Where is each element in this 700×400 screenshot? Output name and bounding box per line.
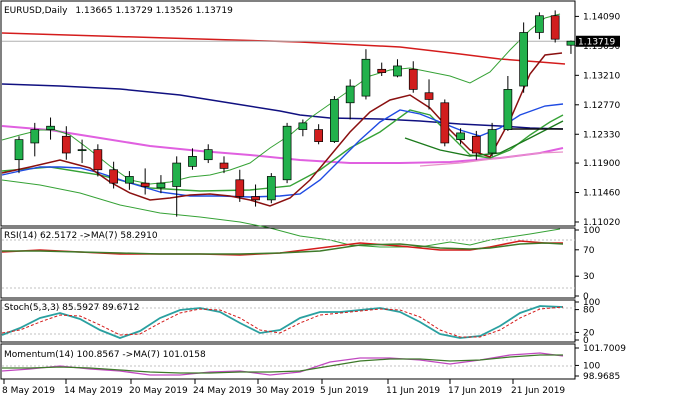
price-tick-label: 1.12330 bbox=[583, 130, 620, 140]
stoch-tick-label: 100 bbox=[583, 298, 600, 308]
price-header: EURUSD,Daily 1.13665 1.13729 1.13526 1.13… bbox=[4, 6, 233, 16]
rsi-tick-label: 70 bbox=[583, 246, 595, 256]
candle-bearish bbox=[109, 169, 118, 184]
price-tick-label: 1.13210 bbox=[583, 71, 620, 81]
candle-bullish bbox=[330, 99, 339, 142]
date-tick-label: 21 Jun 2019 bbox=[511, 386, 565, 396]
price-panel-frame bbox=[0, 0, 576, 227]
price-tick-label: 1.12770 bbox=[583, 101, 620, 111]
candle-bullish bbox=[203, 149, 213, 161]
date-axis: 8 May 2019 14 May 2019 20 May 2019 24 May 2… bbox=[2, 379, 565, 396]
candle-bullish bbox=[282, 125, 292, 181]
candle-bullish bbox=[30, 129, 40, 144]
stoch-panel-frame bbox=[0, 299, 576, 343]
momentum-tick-label: 98.9685 bbox=[583, 372, 620, 382]
rsi-panel: RSI(14) 62.5172 ->MA(7) 58.2910 bbox=[0, 227, 576, 299]
date-tick-label: 17 Jun 2019 bbox=[448, 386, 502, 396]
candle-bearish bbox=[377, 68, 387, 74]
candle-bullish bbox=[266, 176, 276, 201]
candle-bullish bbox=[14, 139, 24, 161]
date-tick-label: 11 Jun 2019 bbox=[386, 386, 440, 396]
candle-bearish bbox=[140, 182, 150, 187]
candle-bullish bbox=[125, 176, 134, 184]
candle-bullish bbox=[393, 65, 402, 77]
rsi-tick-label: 100 bbox=[583, 226, 600, 236]
stoch-tick-label: 20 bbox=[583, 328, 595, 338]
momentum-tick-label: 101.7009 bbox=[583, 344, 626, 354]
candle-bullish bbox=[487, 129, 497, 154]
rsi-tick-label: 30 bbox=[583, 272, 595, 282]
price-tick-label: 1.13650 bbox=[583, 42, 620, 52]
stoch-tick-label: 80 bbox=[583, 306, 595, 316]
candle-bullish bbox=[345, 85, 355, 104]
rsi-axis: 100 70 30 0 bbox=[575, 226, 600, 302]
rsi-ma-line bbox=[2, 242, 564, 255]
momentum-label: Momentum(14) 100.8567 ->MA(7) 101.0158 bbox=[4, 350, 206, 360]
stoch-signal-line bbox=[1, 306, 564, 338]
ma-pink-line bbox=[419, 151, 564, 167]
date-tick-label: 14 May 2019 bbox=[64, 386, 123, 396]
candle-bearish bbox=[251, 196, 260, 201]
stoch-main-line bbox=[1, 305, 564, 339]
candle-bearish bbox=[424, 92, 434, 100]
date-tick-label: 30 May 2019 bbox=[256, 386, 315, 396]
candle-bearish bbox=[235, 179, 245, 197]
candle-bullish bbox=[156, 182, 166, 189]
stoch-panel: Stoch(5,3,3) 85.5927 89.6712 bbox=[0, 299, 576, 343]
price-panel: EURUSD,Daily 1.13665 1.13729 1.13526 1.13… bbox=[0, 0, 576, 248]
candle-bearish bbox=[314, 129, 323, 142]
candle-bullish bbox=[172, 162, 182, 187]
candle-bullish bbox=[46, 125, 55, 130]
candle-bullish bbox=[361, 58, 371, 97]
candles-group bbox=[14, 10, 576, 217]
candle-bearish bbox=[440, 102, 450, 144]
bollinger-upper-line bbox=[1, 13, 561, 185]
momentum-ma-line bbox=[2, 354, 563, 374]
date-tick-label: 8 May 2019 bbox=[2, 386, 55, 396]
candle-bullish bbox=[535, 15, 544, 33]
candle-bearish bbox=[219, 162, 229, 169]
ma-darkgreen-line bbox=[404, 120, 564, 157]
rsi-label: RSI(14) 62.5172 ->MA(7) 58.2910 bbox=[4, 231, 158, 241]
momentum-panel: Momentum(14) 100.8567 ->MA(7) 101.0158 bbox=[0, 343, 576, 380]
price-tick-label: 1.14090 bbox=[583, 12, 620, 22]
price-tick-label: 1.11020 bbox=[583, 218, 620, 228]
candle-bullish bbox=[519, 32, 528, 87]
rsi-panel-frame bbox=[0, 227, 576, 299]
candle-bullish bbox=[503, 89, 513, 130]
rsi-tick-label: 0 bbox=[583, 292, 589, 302]
price-tick-label: 1.11460 bbox=[583, 189, 620, 199]
ma-green-line bbox=[1, 109, 564, 192]
ma-darkred-line bbox=[1, 52, 563, 207]
ma-navy-line bbox=[1, 83, 564, 130]
candle-bullish bbox=[566, 40, 576, 46]
candle-bearish bbox=[61, 135, 71, 154]
price-tick-label: 1.11900 bbox=[583, 159, 620, 169]
candle-bearish bbox=[93, 149, 103, 171]
candle-bullish bbox=[298, 122, 308, 130]
date-tick-label: 20 May 2019 bbox=[129, 386, 188, 396]
last-price-value: 1.13719 bbox=[578, 38, 615, 48]
stoch-tick-label: 0 bbox=[583, 336, 589, 346]
stoch-label: Stoch(5,3,3) 85.5927 89.6712 bbox=[4, 303, 139, 313]
candle-bullish bbox=[77, 149, 87, 152]
date-tick-label: 24 May 2019 bbox=[193, 386, 252, 396]
candle-bearish bbox=[408, 68, 418, 90]
candle-bullish bbox=[456, 132, 465, 140]
candle-bearish bbox=[550, 15, 560, 40]
candle-bullish bbox=[188, 156, 197, 167]
candle-bearish bbox=[471, 135, 481, 154]
last-price-label: 1.13719 bbox=[576, 35, 620, 48]
momentum-panel-frame bbox=[0, 343, 576, 380]
momentum-tick-label: 100 bbox=[583, 361, 600, 371]
price-axis: 1.14090 1.13650 1.13210 1.12770 1.12330 1.119… bbox=[575, 12, 620, 228]
date-tick-label: 5 Jun 2019 bbox=[320, 386, 369, 396]
